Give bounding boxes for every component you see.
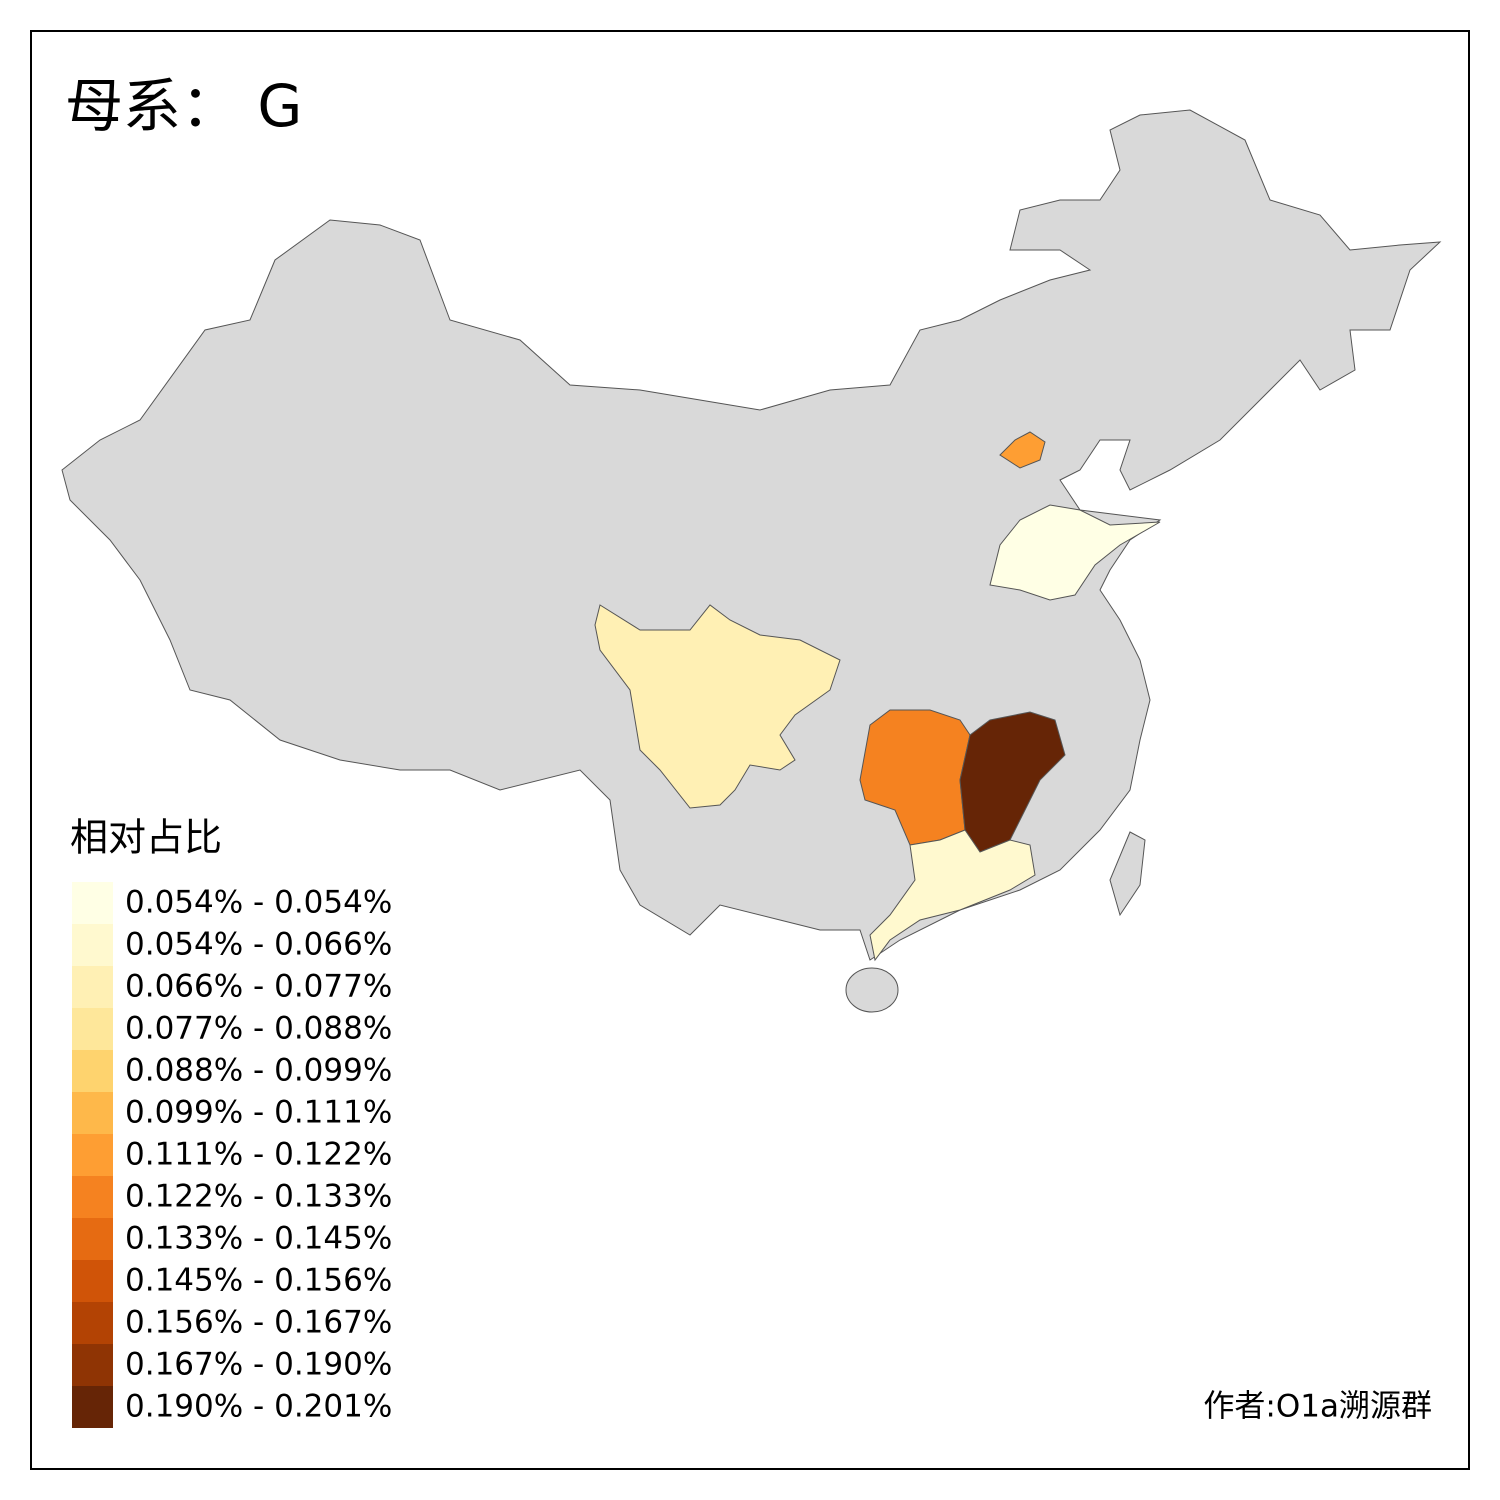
legend-title: 相对占比 — [70, 816, 222, 860]
legend-label: 0.099% - 0.111% — [125, 1095, 392, 1131]
region — [869, 829, 1036, 962]
legend-label: 0.077% - 0.088% — [125, 1011, 392, 1047]
legend-label: 0.054% - 0.054% — [125, 885, 392, 921]
legend-swatch — [72, 924, 113, 966]
legend-swatch — [72, 1176, 113, 1218]
legend-label: 0.167% - 0.190% — [125, 1347, 392, 1383]
legend-swatch — [72, 1092, 113, 1134]
region — [594, 604, 841, 809]
legend-label: 0.156% - 0.167% — [125, 1305, 392, 1341]
legend-label: 0.111% - 0.122% — [125, 1137, 392, 1173]
legend-label: 0.088% - 0.099% — [125, 1053, 392, 1089]
legend-label: 0.133% - 0.145% — [125, 1221, 392, 1257]
legend-label: 0.066% - 0.077% — [125, 969, 392, 1005]
legend-swatch — [72, 1008, 113, 1050]
legend-label: 0.054% - 0.066% — [125, 927, 392, 963]
legend-swatch — [72, 966, 113, 1008]
region — [989, 504, 1161, 601]
legend-swatch — [72, 1050, 113, 1092]
legend-label: 0.122% - 0.133% — [125, 1179, 392, 1215]
legend-label: 0.145% - 0.156% — [125, 1263, 392, 1299]
map-title: 母系： G — [65, 72, 302, 140]
legend-swatch — [72, 1302, 113, 1344]
legend-swatch — [72, 882, 113, 924]
legend-label: 0.190% - 0.201% — [125, 1389, 392, 1425]
legend-swatch — [72, 1386, 113, 1428]
legend-swatch — [72, 1134, 113, 1176]
legend-swatch — [72, 1260, 113, 1302]
legend-swatch — [72, 1218, 113, 1260]
region — [959, 711, 1066, 853]
legend-swatch — [72, 1344, 113, 1386]
island — [845, 967, 899, 1013]
island — [1109, 831, 1146, 917]
country-outline — [61, 109, 1442, 961]
region — [999, 431, 1046, 469]
author-credit: 作者:O1a溯源群 — [1203, 1389, 1432, 1425]
